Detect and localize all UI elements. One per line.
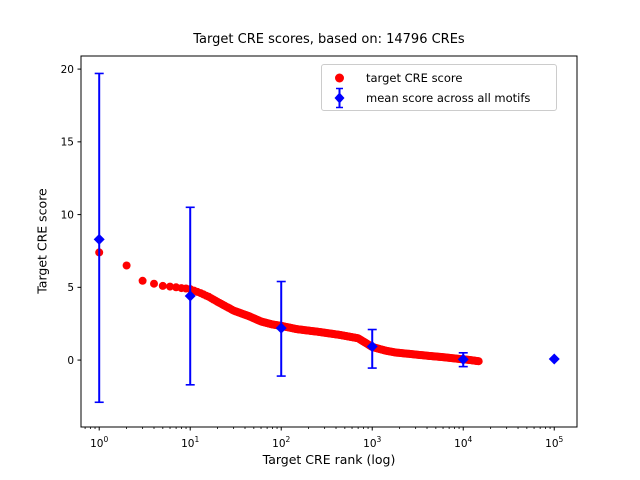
y-tick-label: 15 (61, 137, 74, 149)
x-tick-label: 103 (363, 435, 381, 450)
target-score-point (138, 276, 147, 285)
target-score-point (122, 261, 131, 270)
axes-spines (80, 55, 578, 428)
legend-entry-target-score: target CRE score (330, 68, 548, 88)
red-circle-glyph (335, 73, 344, 83)
x-tick-label: 102 (272, 435, 290, 450)
legend: target CRE score mean score across all m… (321, 64, 557, 111)
mean-score-diamond (457, 353, 469, 365)
legend-entry-mean-score: mean score across all motifs (330, 87, 548, 109)
legend-label: target CRE score (366, 71, 463, 85)
mean-score-diamond (93, 233, 105, 245)
blue-diamond-errorbar-icon (330, 87, 349, 109)
mean-score-diamond (548, 353, 560, 365)
y-tick-label: 0 (67, 355, 74, 367)
y-tick-label: 5 (67, 282, 74, 294)
y-tick-label: 10 (61, 209, 74, 221)
x-tick-label: 101 (181, 435, 199, 450)
target-score-point (474, 357, 483, 366)
x-axis-label: Target CRE rank (log) (262, 452, 396, 467)
x-tick-label: 100 (90, 435, 108, 450)
red-circle-icon (330, 67, 349, 89)
legend-label: mean score across all motifs (366, 91, 531, 105)
y-axis-label: Target CRE score (34, 188, 50, 294)
blue-diamond-errorbar-glyph (334, 87, 345, 109)
mean-score-diamond (275, 322, 287, 334)
mean-score-diamond (184, 290, 196, 302)
target-score-point (166, 282, 174, 291)
target-score-point (150, 279, 158, 288)
target-score-point (158, 281, 167, 290)
y-tick-label: 20 (61, 64, 74, 76)
x-tick-label: 105 (545, 435, 563, 450)
mean-score-diamond (366, 341, 378, 353)
x-tick-label: 104 (454, 435, 472, 450)
chart-title: Target CRE scores, based on: 14796 CREs (193, 32, 465, 47)
